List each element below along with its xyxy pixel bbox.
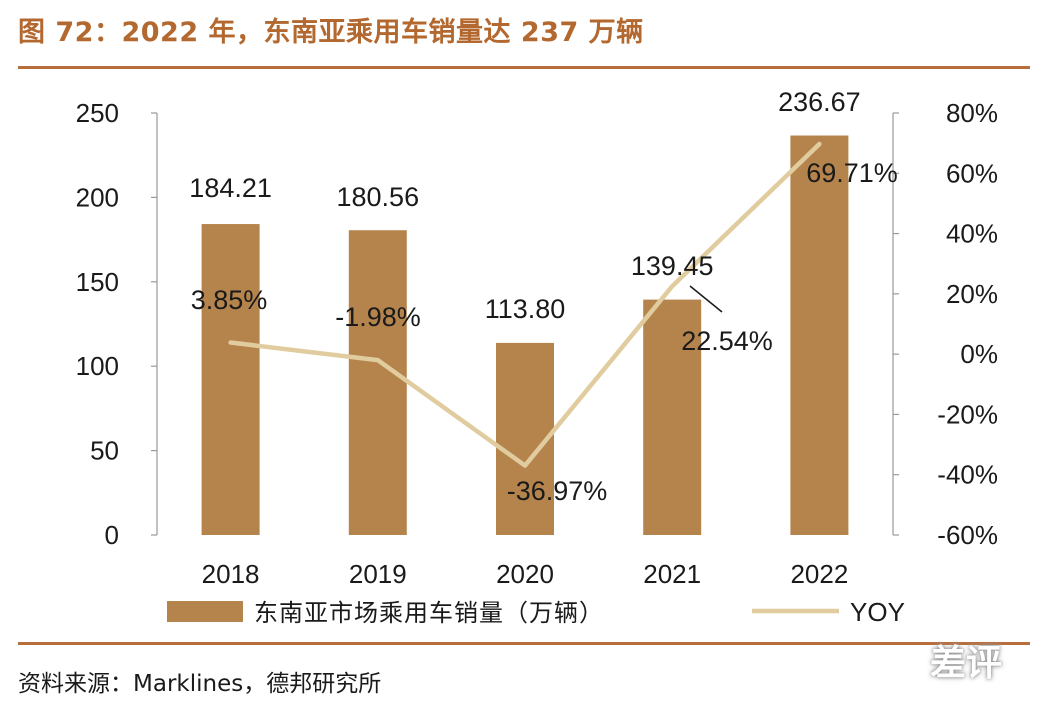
watermark: 差评	[930, 643, 1003, 684]
yoy-point-2021	[670, 284, 674, 288]
yoy-value-label: 22.54%	[681, 326, 773, 356]
bar-2018	[201, 224, 260, 535]
yoy-value-label: 69.71%	[806, 158, 898, 188]
bar-value-label: 180.56	[337, 182, 420, 212]
left-tick-label: 100	[76, 351, 119, 381]
right-axis: -60% -40% -20% 0% 20% 40% 60% 80%	[892, 98, 998, 550]
left-tick-label: 50	[90, 436, 119, 466]
right-tick-label: 40%	[946, 219, 998, 249]
footer-divider	[18, 642, 1030, 645]
legend: 东南亚市场乘用车销量（万辆） YOY	[167, 597, 905, 627]
bar-value-label: 236.67	[778, 87, 861, 117]
right-tick-label: -40%	[937, 460, 998, 490]
yoy-value-label: 3.85%	[191, 285, 268, 315]
sales-chart: 0 50 100 150 200 250 -60% -40% -20% 0% 20% 40% 60% 8…	[76, 87, 998, 627]
left-tick-label: 250	[76, 98, 119, 128]
legend-bar-label: 东南亚市场乘用车销量（万辆）	[254, 600, 604, 627]
bar-value-label: 139.45	[631, 251, 714, 281]
bar-value-label: 113.80	[485, 294, 566, 324]
left-tick-label: 150	[76, 267, 119, 297]
yoy-series	[228, 141, 822, 468]
yoy-point-2018	[229, 341, 233, 345]
yoy-value-labels: 3.85% -1.98% -36.97% 22.54% 69.71%	[191, 158, 898, 506]
left-axis: 0 50 100 150 200 250	[76, 98, 158, 550]
bar-2019	[348, 230, 407, 535]
legend-bar-swatch	[167, 601, 243, 622]
yoy-point-2019	[376, 358, 380, 362]
x-tick-label: 2022	[790, 559, 848, 589]
bar-series	[201, 135, 849, 535]
right-tick-label: -60%	[937, 520, 998, 550]
right-tick-label: 60%	[946, 158, 998, 188]
yoy-value-label: -36.97%	[507, 476, 608, 506]
x-tick-label: 2021	[643, 559, 701, 589]
left-tick-label: 200	[76, 182, 119, 212]
source-note: 资料来源：Marklines，德邦研究所	[18, 671, 382, 697]
yoy-value-label: -1.98%	[335, 302, 421, 332]
bar-2022	[790, 135, 849, 535]
right-tick-label: -20%	[937, 399, 998, 429]
yoy-point-2022	[817, 142, 821, 146]
right-tick-label: 80%	[946, 98, 998, 128]
bar-value-label: 184.21	[189, 173, 272, 203]
right-tick-label: 0%	[960, 339, 998, 369]
x-tick-label: 2019	[349, 559, 407, 589]
x-axis-labels: 2018 2019 2020 2021 2022	[202, 559, 849, 589]
bar-value-labels: 184.21 180.56 113.80 139.45 236.67	[189, 87, 860, 324]
legend-line-label: YOY	[850, 597, 905, 627]
yoy-point-2020	[523, 464, 527, 468]
x-tick-label: 2020	[496, 559, 554, 589]
yoy-label-leader-line	[689, 285, 723, 313]
title-divider	[18, 66, 1030, 69]
x-tick-label: 2018	[202, 559, 260, 589]
bar-2021	[643, 299, 702, 535]
left-tick-label: 0	[105, 520, 119, 550]
figure-title: 图 72：2022 年，东南亚乘用车销量达 237 万辆	[18, 17, 644, 48]
right-tick-label: 20%	[946, 279, 998, 309]
